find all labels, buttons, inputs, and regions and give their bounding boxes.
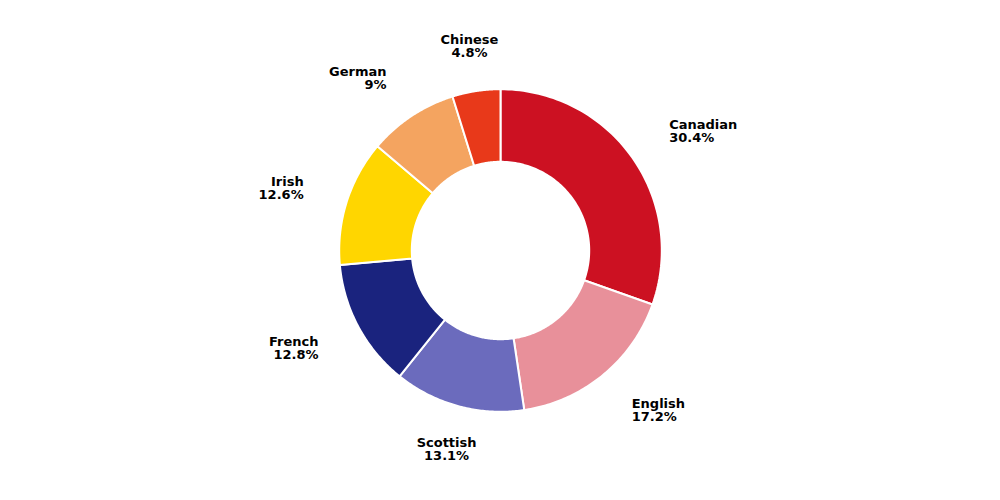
svg-text:English17.2%: English17.2% xyxy=(632,396,685,424)
svg-text:Chinese4.8%: Chinese4.8% xyxy=(441,32,499,60)
svg-text:Irish12.6%: Irish12.6% xyxy=(259,174,304,202)
svg-text:Scottish13.1%: Scottish13.1% xyxy=(417,435,477,463)
svg-text:German9%: German9% xyxy=(329,64,386,92)
svg-text:Canadian30.4%: Canadian30.4% xyxy=(669,117,737,145)
svg-text:French12.8%: French12.8% xyxy=(269,334,319,362)
